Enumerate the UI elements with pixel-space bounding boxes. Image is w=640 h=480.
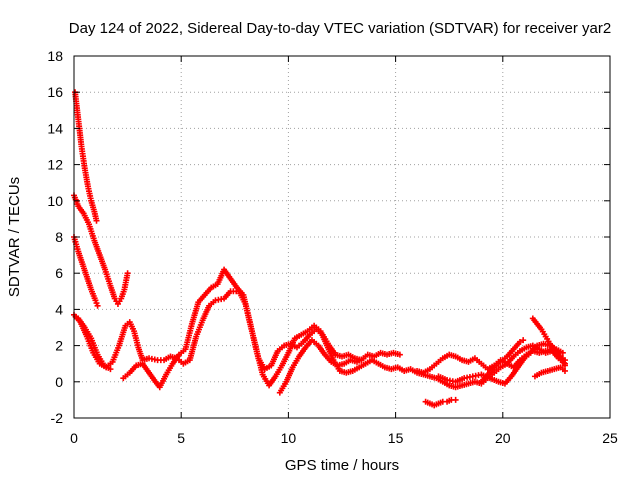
data-point — [516, 338, 523, 345]
data-point — [561, 367, 568, 374]
y-tick-label: 18 — [47, 48, 63, 64]
x-tick-label: 0 — [70, 430, 78, 446]
data-layer — [71, 89, 568, 409]
y-tick-label: 14 — [47, 120, 63, 136]
data-point — [107, 366, 114, 373]
x-tick-label: 10 — [281, 430, 297, 446]
series-track-5 — [75, 315, 114, 373]
y-tick-label: 8 — [55, 229, 63, 245]
x-tick-label: 25 — [602, 430, 618, 446]
data-point — [559, 349, 566, 356]
x-tick-label: 15 — [388, 430, 404, 446]
series-track-1 — [72, 89, 100, 224]
tick-layer: 0 5 10 15 20 25 -2 0 2 4 6 8 10 12 14 16 18 — [47, 48, 618, 446]
y-tick-label: 10 — [47, 193, 63, 209]
x-tick-label: 20 — [495, 430, 511, 446]
y-axis-label: SDTVAR / TECUs — [6, 177, 23, 297]
series-track-13 — [422, 396, 459, 409]
y-tick-label: 4 — [55, 301, 63, 317]
data-point — [360, 355, 367, 362]
y-tick-label: -2 — [51, 410, 64, 426]
data-point — [124, 270, 131, 277]
data-point — [561, 362, 568, 369]
x-axis-label: GPS time / hours — [285, 457, 399, 474]
y-tick-label: 0 — [55, 374, 63, 390]
x-tick-label: 5 — [177, 430, 185, 446]
y-tick-label: 12 — [47, 157, 63, 173]
chart-title: Day 124 of 2022, Sidereal Day-to-day VTE… — [69, 20, 611, 37]
series-track-10 — [478, 337, 527, 385]
data-point — [93, 217, 100, 224]
series-track-12 — [531, 364, 568, 380]
data-point — [520, 337, 527, 344]
y-tick-label: 2 — [55, 338, 63, 354]
data-point — [94, 302, 101, 309]
y-tick-label: 16 — [47, 84, 63, 100]
data-point — [452, 396, 459, 403]
grid-layer — [74, 56, 610, 418]
series-track-11 — [529, 315, 568, 369]
data-point — [396, 351, 403, 358]
y-tick-label: 6 — [55, 265, 63, 281]
series-track-7 — [276, 337, 367, 396]
